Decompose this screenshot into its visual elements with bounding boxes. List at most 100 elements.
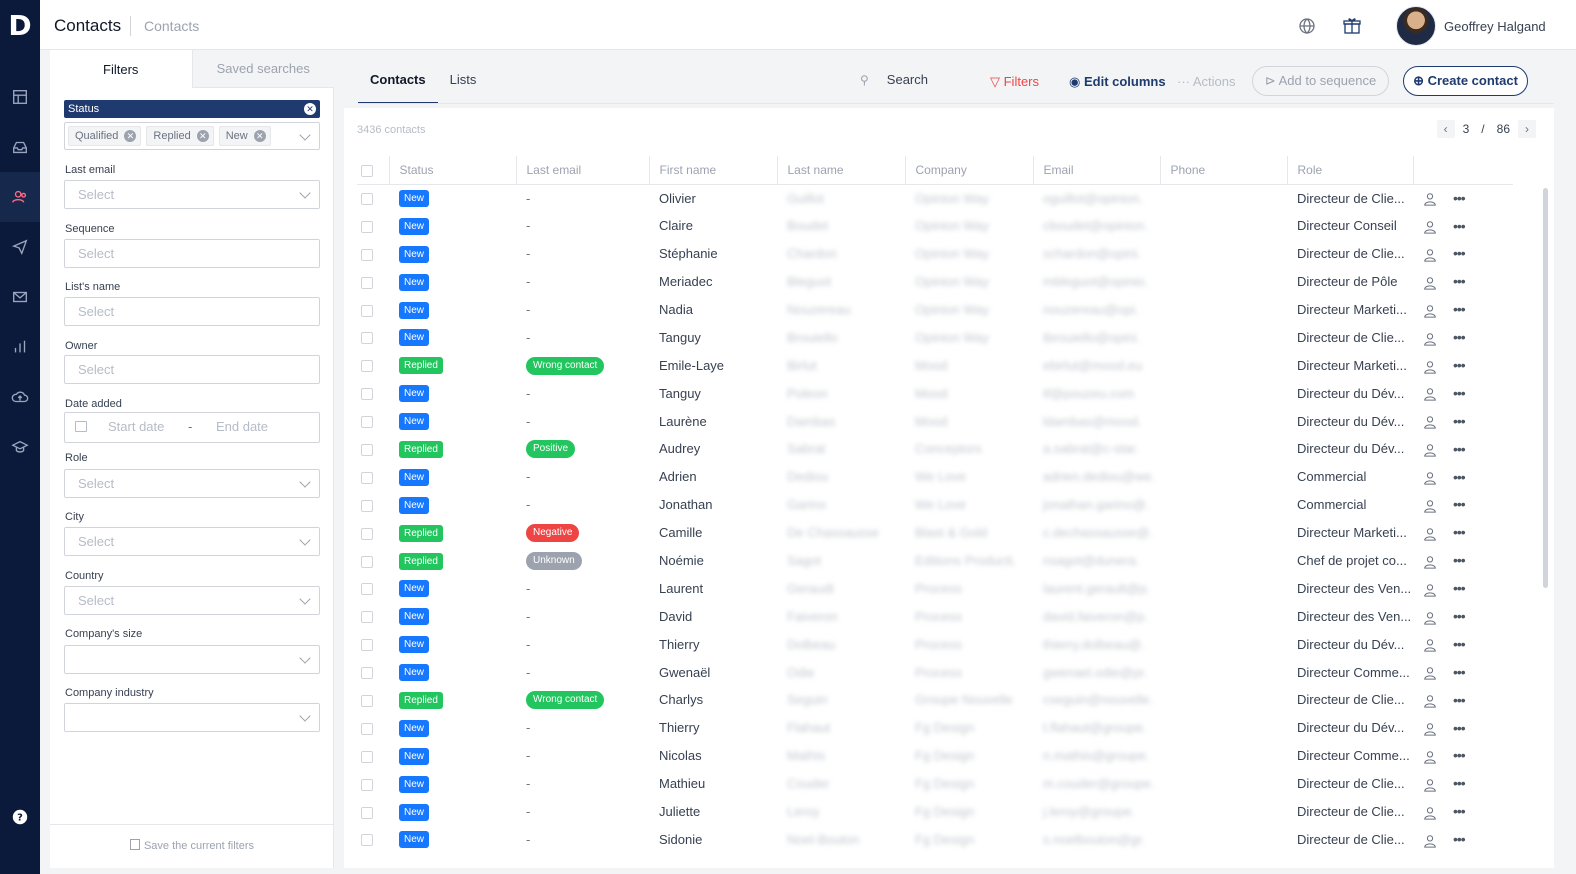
company-industry-select[interactable] <box>64 703 320 732</box>
date-range-picker[interactable]: Start date - End date <box>64 412 320 443</box>
more-options-icon[interactable]: ••• <box>1453 719 1466 736</box>
more-options-icon[interactable]: ••• <box>1453 357 1466 373</box>
row-checkbox[interactable] <box>361 806 373 819</box>
table-row[interactable]: New - Tanguy Poleon Mood tf@pouzeu.com Directe… <box>357 379 1513 407</box>
globe-icon[interactable] <box>1297 16 1317 36</box>
table-row[interactable]: New - Nicolas Mathis Fg Design n.mathis@group… <box>357 742 1513 770</box>
company-cell[interactable]: Process <box>915 664 962 680</box>
breadcrumb[interactable]: Contacts <box>144 18 200 34</box>
table-row[interactable]: New - Thierry Dolbeau Process thierry.dolbeau… <box>357 630 1513 658</box>
send-icon[interactable] <box>0 222 40 272</box>
table-row[interactable]: New - Laurent Geraudt Process laurent.gerault… <box>357 574 1513 602</box>
more-options-icon[interactable]: ••• <box>1453 608 1466 625</box>
email-cell[interactable]: adrien.dediou@we. <box>1043 469 1156 485</box>
email-cell[interactable]: a.sabrat@c-star. <box>1043 441 1139 457</box>
contacts-icon[interactable] <box>0 172 40 222</box>
more-options-icon[interactable]: ••• <box>1453 329 1466 346</box>
table-row[interactable]: New - Jonathan Garino We Love jonathan.garino… <box>357 491 1513 519</box>
role-cell[interactable]: Directeur Conseil <box>1297 218 1397 234</box>
col-email[interactable]: Email <box>1033 156 1161 185</box>
more-options-icon[interactable]: ••• <box>1453 245 1466 262</box>
row-checkbox[interactable] <box>361 639 373 652</box>
company-cell[interactable]: Fg Design <box>915 748 975 764</box>
phone-cell[interactable] <box>1160 798 1287 826</box>
row-checkbox[interactable] <box>361 360 373 373</box>
mail-icon[interactable] <box>0 272 40 322</box>
table-row[interactable]: Replied Wrong contact Charlys Seguin Groupe … <box>357 686 1513 714</box>
first-name-cell[interactable]: Olivier <box>659 190 696 206</box>
row-checkbox[interactable] <box>361 276 373 289</box>
email-cell[interactable]: jonathan.garino@. <box>1043 497 1150 513</box>
email-cell[interactable]: nouzereau@opi. <box>1043 302 1139 317</box>
row-checkbox[interactable] <box>361 248 373 261</box>
remove-tag-icon[interactable]: ✕ <box>124 130 137 142</box>
first-name-cell[interactable]: Laurène <box>659 413 707 429</box>
more-options-icon[interactable]: ••• <box>1453 803 1466 820</box>
first-name-cell[interactable]: Emile-Laye <box>659 357 725 373</box>
email-cell[interactable]: thierry.dolbeau@. <box>1043 636 1145 652</box>
user-icon[interactable] <box>1423 527 1437 541</box>
table-row[interactable]: New - Claire Boudet Opinion Way cboudet@opini… <box>357 212 1513 240</box>
user-icon[interactable] <box>1423 694 1437 708</box>
user-icon[interactable] <box>1423 332 1437 346</box>
user-icon[interactable] <box>1423 611 1437 625</box>
user-icon[interactable] <box>1423 387 1437 402</box>
more-options-icon[interactable]: ••• <box>1453 301 1466 318</box>
role-cell[interactable]: Directeur du Dév... <box>1297 385 1405 401</box>
tab-filters[interactable]: Filters <box>50 50 192 88</box>
list-name-select[interactable]: Select <box>64 297 320 326</box>
phone-cell[interactable] <box>1160 296 1287 324</box>
filters-button[interactable]: ▽ Filters <box>990 74 1039 90</box>
row-checkbox[interactable] <box>361 778 373 791</box>
role-cell[interactable]: Directeur de Clie... <box>1297 190 1405 206</box>
company-cell[interactable]: Fg Design <box>915 804 975 820</box>
last-name-cell[interactable]: Sabrat <box>787 441 826 457</box>
phone-cell[interactable] <box>1160 602 1287 630</box>
last-name-cell[interactable]: Couder <box>787 776 830 792</box>
role-cell[interactable]: Directeur du Dév... <box>1297 636 1405 652</box>
phone-cell[interactable] <box>1160 825 1287 853</box>
role-cell[interactable]: Directeur de Clie... <box>1297 329 1405 345</box>
last-name-cell[interactable]: Birlut <box>787 357 817 373</box>
company-cell[interactable]: Process <box>915 580 962 596</box>
first-name-cell[interactable]: David <box>659 608 693 624</box>
last-name-cell[interactable]: Garino <box>787 497 827 513</box>
phone-cell[interactable] <box>1160 435 1287 463</box>
email-cell[interactable]: david.faiveron@p. <box>1043 608 1148 624</box>
table-row[interactable]: New - Thierry Flahaut Fg Design t.flahaut@gro… <box>357 714 1513 742</box>
more-options-icon[interactable]: ••• <box>1453 217 1466 234</box>
first-name-cell[interactable]: Claire <box>659 218 693 234</box>
last-name-cell[interactable]: Faiveron <box>787 608 838 624</box>
stats-icon[interactable] <box>0 322 40 372</box>
email-cell[interactable]: tbrouiello@opini. <box>1043 329 1141 345</box>
role-cell[interactable]: Directeur Marketi... <box>1297 357 1407 373</box>
user-icon[interactable] <box>1423 499 1437 513</box>
last-name-cell[interactable]: Nouzereau <box>787 302 851 317</box>
actions-button[interactable]: ··· Actions <box>1177 74 1236 89</box>
phone-cell[interactable] <box>1160 463 1287 491</box>
start-date-input[interactable]: Start date <box>108 419 165 434</box>
next-page-button[interactable]: › <box>1518 120 1536 138</box>
first-name-cell[interactable]: Gwenaël <box>659 664 711 680</box>
more-options-icon[interactable]: ••• <box>1453 440 1466 457</box>
table-row[interactable]: New - Laurène Dambas Mood ldambas@mood. Direct… <box>357 407 1513 435</box>
more-options-icon[interactable]: ••• <box>1453 412 1466 429</box>
country-select[interactable]: Select <box>64 586 320 615</box>
first-name-cell[interactable]: Nadia <box>659 302 693 317</box>
gift-icon[interactable] <box>1342 16 1362 36</box>
email-cell[interactable]: t.flahaut@groupe. <box>1043 720 1147 736</box>
first-name-cell[interactable]: Adrien <box>659 469 697 485</box>
user-icon[interactable] <box>1423 304 1437 318</box>
email-cell[interactable]: laurent.gerault@p. <box>1043 580 1151 596</box>
col-phone[interactable]: Phone <box>1160 156 1288 185</box>
phone-cell[interactable] <box>1160 658 1287 686</box>
user-icon[interactable] <box>1423 443 1437 457</box>
user-icon[interactable] <box>1423 248 1437 262</box>
inbox-icon[interactable] <box>0 122 40 172</box>
role-cell[interactable]: Directeur de Clie... <box>1297 692 1405 708</box>
company-cell[interactable]: Mood <box>915 385 948 401</box>
table-row[interactable]: New - Juliette Leroy Fg Design j.leroy@groupe… <box>357 798 1513 826</box>
row-checkbox[interactable] <box>361 304 373 317</box>
user-icon[interactable] <box>1423 583 1437 597</box>
col-status[interactable]: Status <box>389 156 517 185</box>
